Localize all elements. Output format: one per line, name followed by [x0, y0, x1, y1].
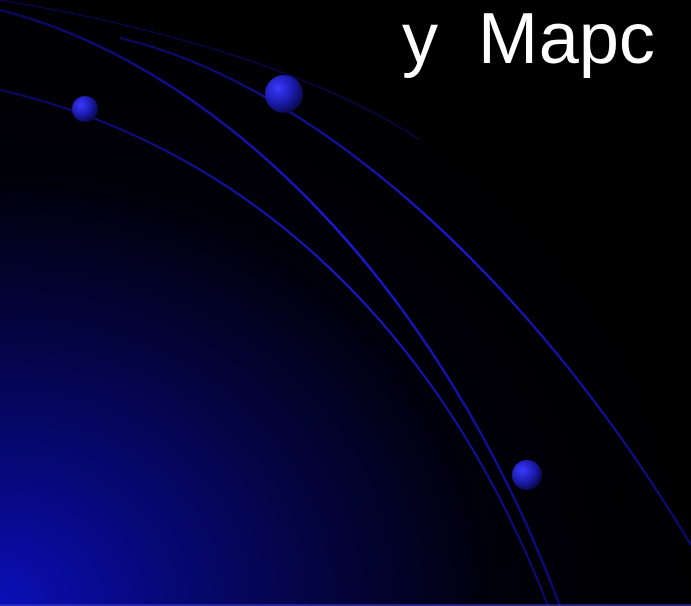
orb-bottom	[512, 460, 542, 490]
orb-large	[265, 75, 303, 113]
orb-small	[72, 96, 98, 122]
arc-outer	[120, 38, 691, 545]
slide-title: у Марс	[402, 0, 655, 84]
